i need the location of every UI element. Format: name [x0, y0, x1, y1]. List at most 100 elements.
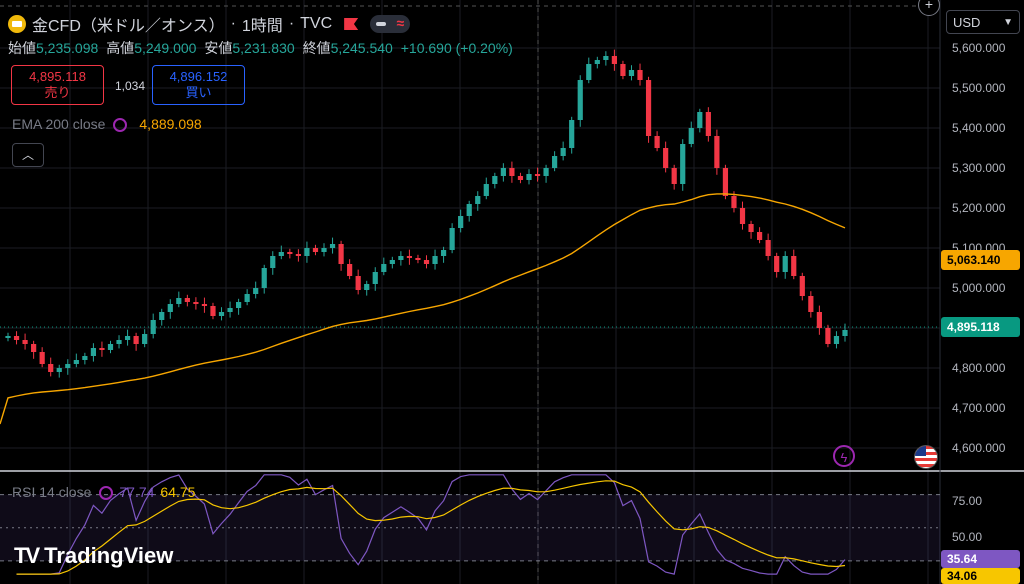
- candle-body: [338, 244, 344, 264]
- candle-body: [210, 306, 216, 316]
- candle-body: [218, 312, 225, 316]
- candle-body: [645, 80, 652, 136]
- candle-body: [722, 168, 729, 196]
- price-axis-label: 5,300.000: [952, 161, 1006, 175]
- candle-body: [483, 184, 489, 196]
- source-label: TVC: [300, 15, 333, 32]
- sell-label: 売り: [44, 85, 71, 100]
- candle-body: [82, 356, 88, 360]
- sell-price: 4,895.118: [29, 69, 86, 84]
- candle-body: [816, 312, 822, 328]
- candle-body: [526, 174, 532, 180]
- candle-body: [13, 336, 20, 340]
- candle-body: [39, 352, 45, 364]
- currency-select[interactable]: USD ▼: [946, 10, 1020, 34]
- brand-name: TradingView: [44, 543, 174, 568]
- flag-icon[interactable]: [344, 18, 359, 30]
- candle-body: [825, 328, 831, 344]
- candle-body: [270, 256, 276, 268]
- close-label: 終値: [302, 40, 331, 56]
- candle-body: [133, 336, 139, 344]
- candle-body: [48, 364, 54, 372]
- separator-dot-2: ·: [288, 15, 295, 32]
- candle-body: [65, 364, 71, 368]
- candle-body: [372, 272, 378, 284]
- collapse-legend-button[interactable]: ︿: [12, 143, 44, 167]
- ema-value: 4,889.098: [139, 116, 202, 132]
- buy-button[interactable]: 4,896.152 買い: [152, 65, 245, 105]
- candle-body: [176, 298, 182, 304]
- ema-legend[interactable]: EMA 200 close 4,889.098: [12, 116, 202, 132]
- add-icon[interactable]: +: [918, 0, 940, 16]
- candle-body: [347, 264, 353, 276]
- candle-body: [560, 148, 566, 156]
- candle-body: [756, 232, 763, 240]
- candle-body: [577, 80, 583, 120]
- candle-body: [304, 248, 310, 256]
- candle-body: [432, 256, 438, 264]
- candle-body: [406, 256, 413, 258]
- wave-icon: ≈: [396, 15, 405, 31]
- rsi-axis-50: 50.00: [952, 530, 983, 544]
- candle-body: [517, 176, 524, 180]
- candle-body: [765, 240, 771, 256]
- candle-body: [90, 348, 97, 356]
- price-axis-label: 4,700.000: [952, 401, 1006, 415]
- candle-body: [534, 174, 541, 176]
- close-value: 5,245.540: [330, 40, 393, 56]
- symbol-header[interactable]: 金CFD（米ドル／オンス） · 1時間 · TVC ≈: [8, 12, 411, 36]
- candle-body: [22, 340, 28, 344]
- candle-body: [355, 276, 361, 290]
- sell-button[interactable]: 4,895.118 売り: [11, 65, 104, 105]
- separator-dot: ·: [230, 15, 236, 32]
- indicator-toggle-button[interactable]: ≈: [370, 15, 411, 33]
- change-value: +10.690 (+0.20%): [400, 40, 513, 56]
- candle-body: [782, 256, 788, 272]
- candle-body: [688, 128, 694, 144]
- candle-body: [415, 258, 421, 260]
- candle-body: [184, 298, 190, 302]
- buy-label: 買い: [185, 85, 212, 100]
- candle-body: [637, 70, 643, 80]
- candle-body: [159, 312, 165, 320]
- lightning-icon[interactable]: ϟ: [833, 445, 855, 467]
- ema-label: EMA 200 close: [12, 116, 106, 132]
- candle-body: [227, 308, 233, 312]
- refresh-icon[interactable]: [113, 118, 128, 132]
- price-axis-label: 5,500.000: [952, 81, 1006, 95]
- candle-body: [500, 168, 506, 176]
- rsi-axis-75: 75.00: [952, 494, 983, 508]
- candle-body: [731, 196, 737, 208]
- low-value: 5,231.830: [232, 40, 295, 56]
- candle-body: [261, 268, 267, 288]
- candle-body: [628, 70, 635, 76]
- price-axis-label: 5,200.000: [952, 201, 1006, 215]
- rsi-ma-line: [16, 480, 846, 575]
- candle-body: [833, 336, 840, 344]
- interval-label: 1時間: [241, 18, 283, 35]
- tradingview-logo[interactable]: TV TradingView: [14, 543, 173, 569]
- symbol-title: 金CFD（米ドル／オンス）: [32, 18, 225, 35]
- price-axis-label: 4,600.000: [952, 441, 1006, 455]
- candle-body: [142, 334, 148, 344]
- candle-body: [201, 304, 208, 306]
- minus-icon: [376, 22, 387, 26]
- candle-body: [167, 304, 173, 312]
- candle-body: [381, 264, 387, 272]
- ema-price-tag: 5,063.140: [941, 250, 1020, 270]
- price-axis-label: 5,400.000: [952, 121, 1006, 135]
- rsi-legend[interactable]: RSI 14 close 77.74 64.75: [12, 484, 195, 500]
- candle-body: [193, 302, 199, 304]
- candle-body: [398, 256, 404, 260]
- candle-body: [739, 208, 746, 224]
- candle-body: [389, 260, 395, 264]
- candle-body: [680, 144, 686, 184]
- candle-body: [543, 168, 549, 176]
- candle-body: [31, 344, 37, 352]
- us-flag-icon[interactable]: [914, 445, 938, 469]
- candle-body: [244, 294, 250, 302]
- rsi-refresh-icon[interactable]: [99, 486, 114, 500]
- candle-body: [287, 252, 293, 254]
- spread-value: 1,034: [115, 79, 146, 93]
